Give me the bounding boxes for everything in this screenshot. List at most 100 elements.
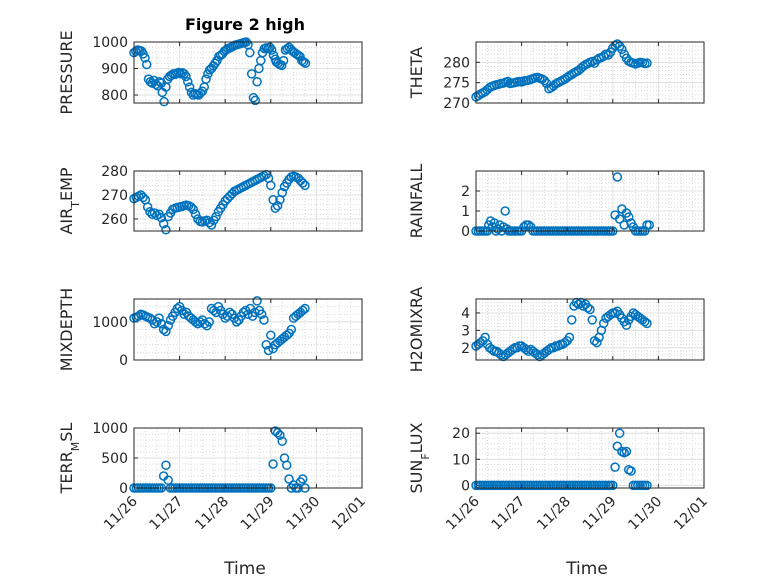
axes-frame — [475, 41, 705, 104]
data-point — [282, 43, 292, 54]
x-tick-label: 12/01 — [329, 494, 369, 534]
y-axis-label-tail: SL — [57, 423, 76, 442]
y-tick-label: 2 — [461, 184, 470, 200]
data-point — [266, 330, 276, 340]
data-point — [276, 60, 287, 71]
x-axis-label-right: Time — [565, 559, 608, 579]
y-tick-label: 280 — [443, 55, 470, 71]
y-axis-label-sub: M — [69, 442, 82, 452]
data-point — [173, 67, 184, 78]
data-point — [225, 307, 235, 318]
data-point — [297, 305, 308, 316]
y-axis-label-sub: T — [69, 201, 82, 209]
y-tick-label: 900 — [101, 62, 128, 78]
data-point — [272, 428, 283, 438]
data-point — [161, 225, 171, 235]
data-point — [523, 220, 534, 230]
data-point — [278, 55, 289, 66]
data-point — [231, 317, 242, 327]
x-tick-label: 11/27 — [147, 494, 187, 534]
data-point — [158, 219, 169, 229]
x-tick-label: 11/28 — [534, 494, 574, 534]
data-point — [149, 319, 160, 329]
data-point — [272, 201, 283, 211]
data-point — [286, 324, 297, 335]
y-tick-label: 1000 — [92, 315, 128, 331]
data-point — [133, 311, 144, 321]
subplot-7: 0 10 20 11/26 11/27 11/28 11/29 11/30 12/01 SUNFL… — [407, 422, 711, 533]
data-point — [252, 77, 262, 87]
data-point — [277, 187, 287, 198]
y-tick-label: 20 — [452, 426, 470, 442]
data-point — [298, 57, 309, 67]
data-point — [277, 436, 287, 446]
data-point — [201, 74, 211, 84]
x-tick-label: 11/26 — [101, 493, 141, 533]
data-point — [238, 307, 249, 318]
x-tick-label: 11/28 — [192, 494, 232, 534]
data-point — [142, 202, 153, 212]
data-point — [521, 344, 531, 355]
data-point — [268, 195, 278, 205]
data-point — [142, 59, 152, 70]
data-point — [161, 326, 171, 337]
data-point — [199, 319, 210, 329]
data-point — [585, 304, 595, 315]
data-point — [268, 459, 278, 469]
data-point — [614, 214, 625, 224]
data-point — [154, 313, 164, 323]
data-point — [246, 69, 257, 79]
data-point — [270, 203, 281, 213]
y-axis-label: AIRTEMP — [57, 167, 82, 234]
data-point — [204, 217, 214, 228]
data-point — [172, 303, 183, 314]
data-point — [145, 313, 155, 323]
y-tick-label: 2 — [461, 341, 470, 357]
data-point — [206, 220, 217, 230]
data-point — [617, 44, 627, 55]
data-point — [598, 51, 609, 61]
y-axis-label: SUNFLUX — [407, 422, 432, 493]
x-tick-label: 11/26 — [443, 493, 483, 533]
data-point — [564, 332, 575, 343]
subplot-3: 0 1 2 RAINFALL — [407, 164, 705, 240]
data-point — [642, 58, 652, 68]
y-tick-label: 0 — [461, 224, 470, 240]
y-axis-label: PRESSURE — [57, 30, 76, 114]
data-point — [587, 315, 598, 325]
data-point — [496, 350, 506, 360]
x-tick-label: 11/30 — [283, 494, 323, 534]
data-point — [300, 303, 310, 314]
subplot-5: 2 34 H2OMIXRA — [407, 287, 705, 372]
subplot-2: 260 270 280 AIRTEMP — [57, 164, 363, 235]
data-point — [266, 180, 276, 191]
y-tick-label: 800 — [101, 88, 128, 104]
axes-frame — [475, 298, 705, 361]
y-axis-label-main: TERR — [57, 451, 76, 494]
data-point — [644, 220, 655, 230]
y-axis-label-main: PRESSURE — [57, 30, 76, 114]
y-tick-label: 260 — [101, 212, 128, 228]
data-point — [252, 296, 262, 306]
y-axis-label-sub: F — [419, 453, 432, 459]
y-axis-label: RAINFALL — [407, 164, 426, 239]
data-point — [265, 42, 275, 53]
data-point — [179, 69, 189, 79]
data-point — [642, 318, 652, 329]
data-point — [621, 320, 632, 330]
y-tick-label: 0 — [119, 353, 128, 369]
data-point — [282, 460, 292, 470]
axes-frame — [475, 427, 705, 489]
y-tick-label: 280 — [101, 164, 128, 180]
data-point — [582, 302, 593, 313]
x-tick-label: 12/01 — [671, 494, 711, 534]
data-point — [300, 180, 310, 191]
y-axis-label-tail: EMP — [57, 167, 76, 201]
data-point — [284, 474, 294, 484]
data-point — [159, 96, 169, 107]
data-point — [598, 318, 609, 329]
data-point — [163, 320, 173, 331]
y-axis-label: THETA — [407, 47, 426, 99]
